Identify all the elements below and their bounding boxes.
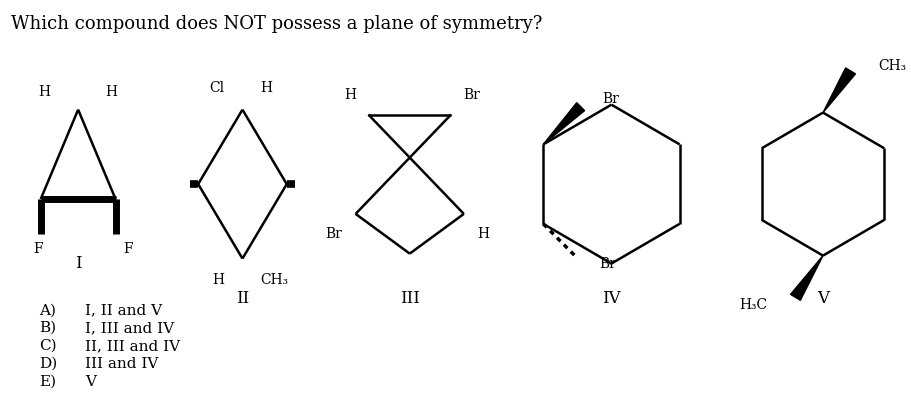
Text: Br: Br [324,227,342,241]
Text: CH₃: CH₃ [877,59,906,73]
Polygon shape [543,103,584,144]
Text: V: V [816,290,828,307]
Text: A): A) [39,303,56,317]
Text: B): B) [39,321,56,335]
Text: E): E) [39,375,56,389]
Text: I, III and IV: I, III and IV [85,321,174,335]
Text: II, III and IV: II, III and IV [85,339,180,353]
Text: H: H [260,81,271,95]
Text: IV: IV [601,290,620,307]
Text: Br: Br [599,257,616,271]
Polygon shape [822,68,855,113]
Text: H: H [212,273,224,287]
Text: III: III [399,290,419,307]
Text: CH₃: CH₃ [260,273,288,287]
Text: Cl: Cl [210,81,224,95]
Text: H₃C: H₃C [739,298,767,312]
Text: III and IV: III and IV [85,357,159,371]
Text: H: H [38,85,50,99]
Text: H: H [344,88,356,102]
Text: I: I [75,255,81,272]
Text: I, II and V: I, II and V [85,303,162,317]
Text: Which compound does NOT possess a plane of symmetry?: Which compound does NOT possess a plane … [11,15,542,33]
Text: V: V [85,375,96,389]
Text: F: F [33,242,43,256]
Text: Br: Br [463,88,479,102]
Text: II: II [236,290,249,307]
Text: D): D) [39,357,57,371]
Text: H: H [106,85,118,99]
Text: F: F [123,242,133,256]
Text: H: H [477,227,489,241]
Text: C): C) [39,339,56,353]
Text: Br: Br [601,92,619,106]
Polygon shape [790,256,822,300]
